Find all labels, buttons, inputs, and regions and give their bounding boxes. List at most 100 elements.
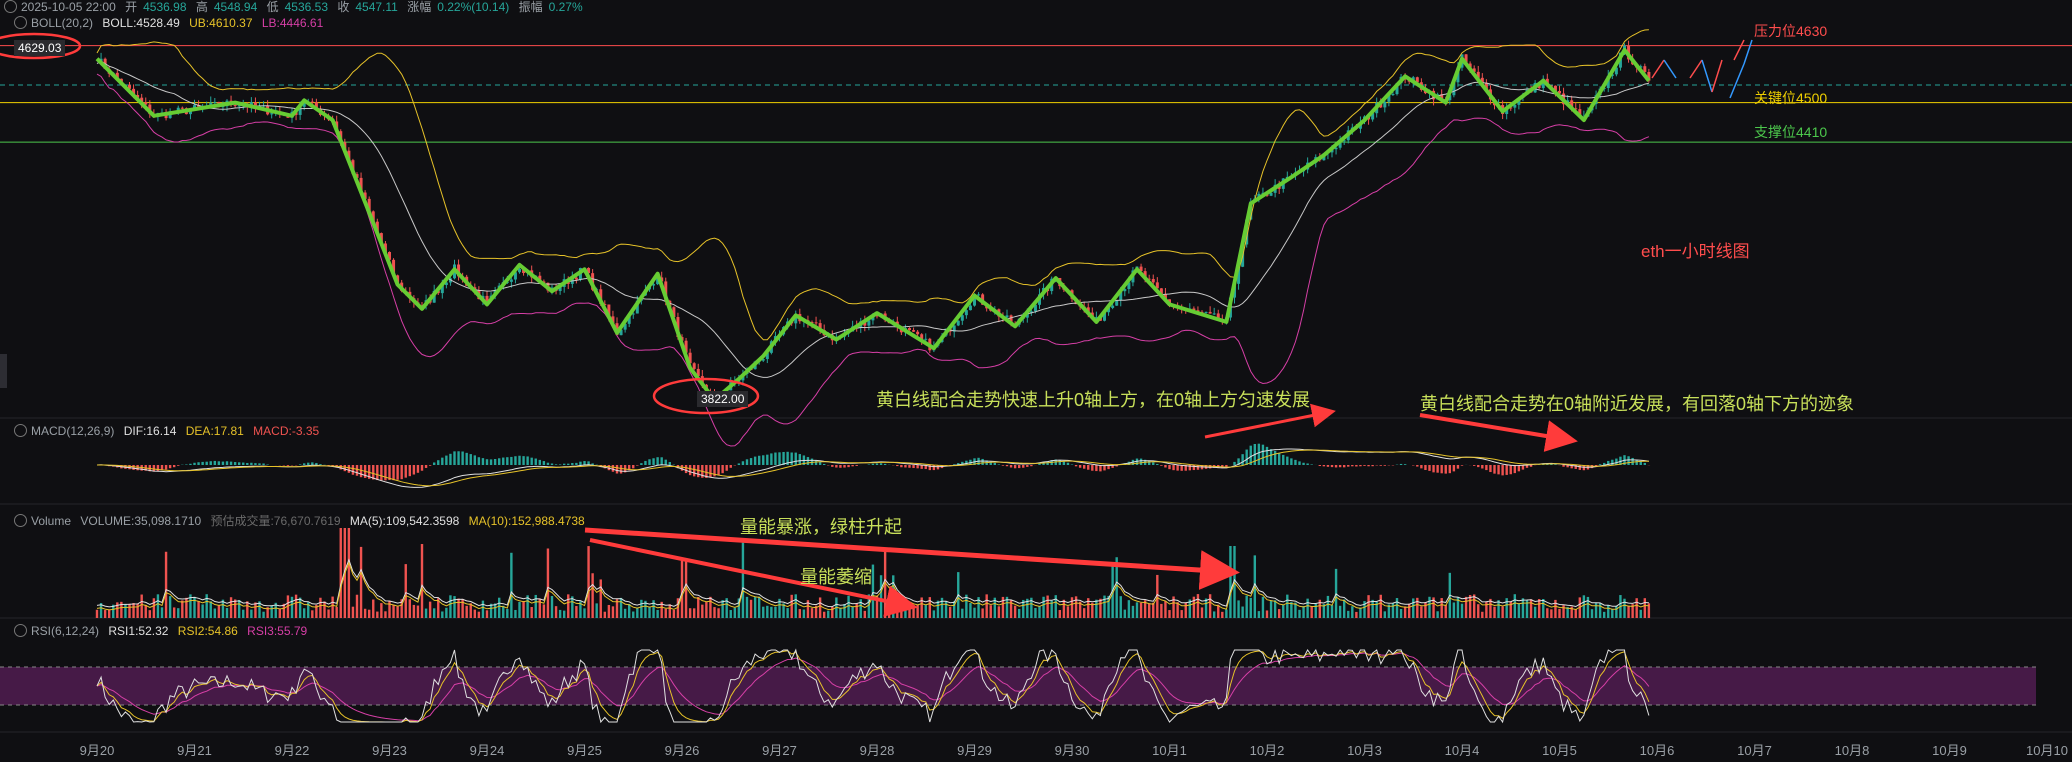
volume-bar [1497, 600, 1500, 618]
volume-bar [762, 606, 765, 618]
x-tick-label: 9月20 [79, 743, 115, 758]
volume-bar [477, 611, 481, 618]
volume-bar [412, 604, 416, 618]
volume-bar [1623, 598, 1626, 618]
side-panel-handle[interactable] [0, 354, 7, 388]
volume-bar [1204, 598, 1208, 618]
candle-body [908, 328, 911, 331]
volume-bar [201, 604, 204, 618]
candle-body [1570, 100, 1574, 109]
annotation-arrow [589, 538, 918, 617]
volume-bar [1022, 599, 1025, 618]
volume-bar [896, 611, 899, 618]
candle-body [221, 106, 225, 108]
amp-label: 振幅 [518, 0, 543, 14]
volume-bar [688, 608, 692, 618]
volume-bar [124, 604, 127, 618]
low-marker-label: 3822.00 [697, 391, 749, 407]
eye-icon[interactable] [4, 0, 17, 13]
volume-bar [1046, 595, 1049, 618]
volume-bar [522, 601, 525, 618]
volume-bar [912, 606, 915, 618]
candle-body [371, 211, 375, 222]
volume-bar [627, 603, 631, 618]
volume-bar [733, 607, 737, 618]
volume-bar [1026, 598, 1029, 618]
candle-body [1212, 313, 1216, 315]
eye-icon[interactable] [14, 16, 27, 29]
candle-body [136, 94, 140, 98]
volume-legend[interactable]: Volume VOLUME:35,098.1710 预估成交量:76,670.7… [14, 512, 591, 529]
eye-icon[interactable] [14, 624, 27, 637]
volume-bar [985, 594, 988, 618]
ohlc-bar: 2025-10-05 22:00 开 4536.98 高 4548.94 低 4536… [4, 0, 589, 15]
volume-bar [567, 594, 570, 618]
volume-bar [550, 595, 554, 618]
volume-bar [351, 606, 355, 618]
boll-upper-line [96, 29, 1649, 341]
x-tick-label: 9月27 [762, 743, 797, 758]
candle-body [396, 275, 400, 283]
candle-body [1476, 71, 1480, 78]
volume-bar [1468, 595, 1472, 618]
volume-bar [481, 600, 485, 618]
volume-bar [160, 607, 164, 618]
volume-bar [1590, 609, 1594, 618]
x-tick-label: 9月29 [957, 743, 992, 758]
volume-bar [250, 609, 253, 618]
volume-bar [1310, 606, 1313, 618]
candle-body [960, 315, 964, 321]
volume-bar [282, 603, 286, 618]
boll-legend[interactable]: BOLL(20,2) BOLL:4528.49 UB:4610.37 LB:44… [14, 16, 329, 30]
volume-bar [940, 597, 944, 618]
volume-bar [786, 608, 789, 618]
volume-bar [652, 600, 655, 618]
volume-bar [1367, 595, 1370, 618]
volume-bar [209, 601, 212, 618]
volume-bar [1038, 606, 1041, 618]
volume-bar [1387, 604, 1391, 618]
volume-bar [1212, 611, 1216, 618]
x-tick-label: 10月1 [1152, 743, 1187, 758]
volume-bar [936, 600, 940, 618]
volume-bar [221, 599, 225, 618]
candle-body [233, 104, 237, 106]
volume-bar [237, 599, 241, 618]
candle-body [1029, 311, 1033, 313]
volume-bar [599, 579, 602, 618]
rsi2: RSI2:54.86 [177, 624, 238, 638]
volume-bar [1493, 606, 1496, 618]
volume-bar [1139, 602, 1143, 618]
volume-bar [311, 610, 314, 618]
volume-bar [298, 597, 302, 618]
eye-icon[interactable] [14, 514, 27, 527]
volume-bar [1342, 599, 1346, 618]
volume-bar [867, 594, 871, 618]
candle-body [375, 221, 379, 234]
volume-bar [1363, 601, 1366, 618]
x-tick-label: 10月3 [1347, 743, 1382, 758]
volume-bar [1554, 599, 1557, 618]
macd-legend[interactable]: MACD(12,26,9) DIF:16.14 DEA:17.81 MACD:-… [14, 424, 325, 438]
rsi2-line [96, 650, 1650, 723]
volume-bar [1172, 596, 1175, 618]
candle-body [1143, 271, 1147, 279]
volume-bar [1123, 609, 1127, 618]
volume-bar [1058, 610, 1062, 618]
volume-bar [307, 602, 310, 618]
volume-bar [952, 601, 956, 618]
volume-bar [558, 609, 562, 618]
volume-bar [1546, 608, 1549, 618]
volume-bar [1282, 604, 1285, 618]
rsi-legend[interactable]: RSI(6,12,24) RSI1:52.32 RSI2:54.86 RSI3:… [14, 624, 313, 638]
volume-bar [717, 608, 720, 618]
volume-ma5-line [96, 558, 1649, 608]
volume-bar [1082, 608, 1086, 618]
eye-icon[interactable] [14, 424, 27, 437]
volume-bar [737, 598, 741, 618]
candle-body [538, 275, 542, 282]
volume-bar [1192, 596, 1196, 618]
volume-ma10: MA(10):152,988.4738 [468, 514, 585, 528]
volume-bar [1635, 598, 1638, 618]
